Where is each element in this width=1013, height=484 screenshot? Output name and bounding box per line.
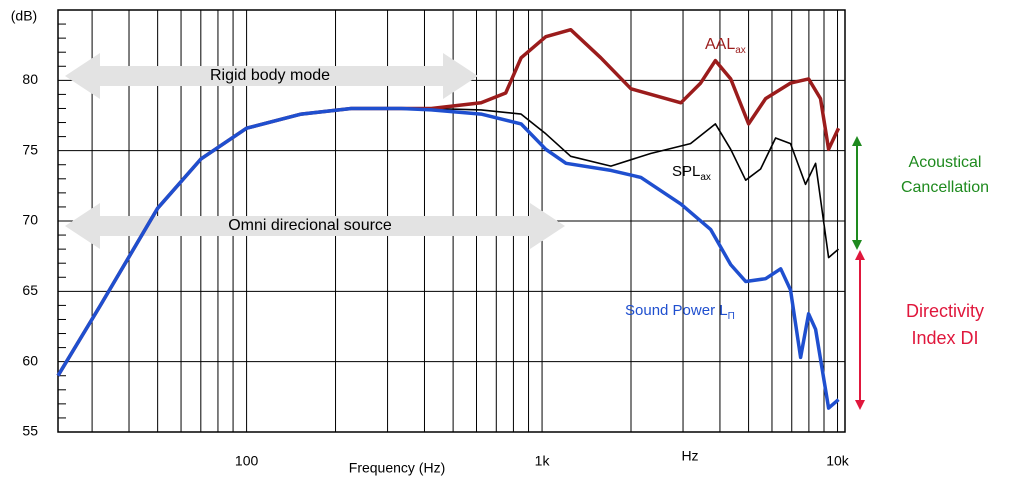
- series-line: [57, 107, 840, 377]
- di-head: [855, 400, 865, 410]
- annotation: Rigid body mode: [210, 67, 330, 84]
- series-label: Sound Power LΠ: [625, 302, 735, 322]
- x-tick-label: 100: [235, 453, 259, 469]
- di-head: [855, 250, 865, 260]
- series-name-sub: ax: [735, 45, 746, 56]
- annotation: Acoustical: [909, 154, 982, 171]
- plot-frame: [57, 9, 846, 433]
- x-unit: Hz: [681, 448, 698, 464]
- x-tick-label: 10k: [826, 453, 850, 469]
- y-tick-label: 65: [22, 282, 38, 298]
- series-name-sub: ax: [700, 172, 711, 183]
- series-name: SPL: [672, 163, 700, 180]
- y-tick-label: 55: [22, 423, 38, 439]
- annotation: Index DI: [911, 328, 978, 348]
- y-tick-label: 75: [22, 141, 38, 157]
- y-tick-label: 80: [22, 71, 38, 87]
- annotation: Omni direcional source: [228, 217, 392, 234]
- annotation: Cancellation: [901, 179, 989, 196]
- series-name: AAL: [705, 36, 735, 53]
- series-name: Sound Power L: [625, 302, 728, 319]
- arrows: [65, 53, 865, 410]
- y-axis-label: (dB): [11, 8, 37, 24]
- y-tick-label: 60: [22, 352, 38, 368]
- y-tick-label: 70: [22, 212, 38, 228]
- series-label: SPLax: [672, 163, 711, 183]
- series-name-sub: Π: [728, 311, 735, 322]
- cancel-head: [852, 240, 862, 250]
- series-label: AALax: [705, 36, 746, 55]
- omni-arrow: [65, 203, 565, 249]
- x-tick-label: 1k: [535, 453, 551, 469]
- annotation: Directivity: [906, 301, 984, 321]
- series-line: [56, 106, 840, 410]
- rigid-arrow: [65, 53, 478, 99]
- x-axis-label: Frequency (Hz): [349, 460, 445, 476]
- cancel-head: [852, 136, 862, 146]
